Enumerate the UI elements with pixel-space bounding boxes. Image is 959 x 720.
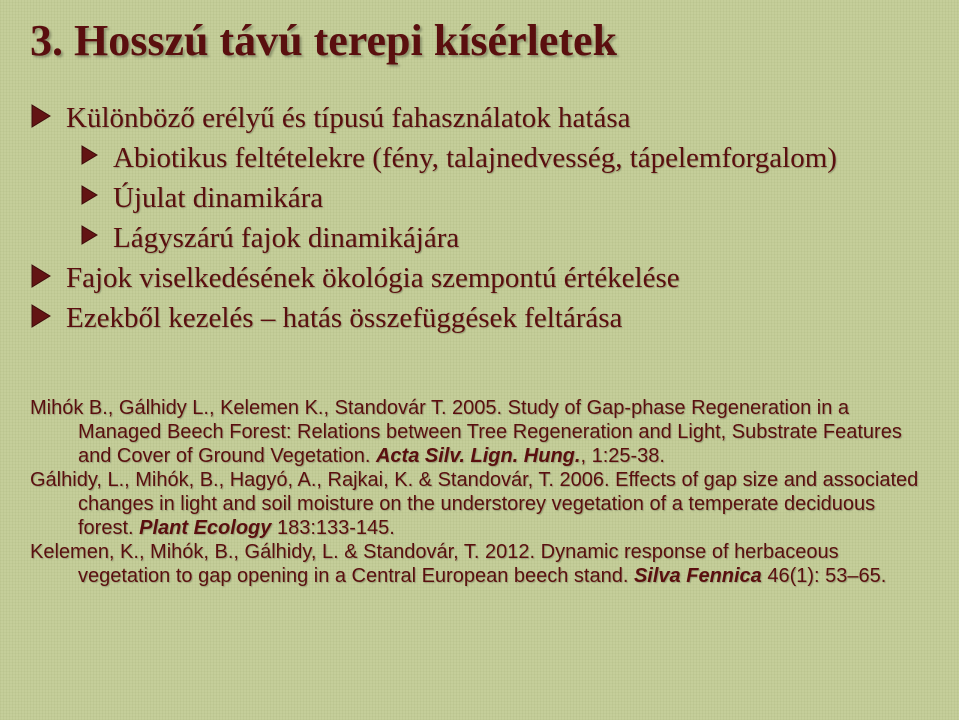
bullet-text: Fajok viselkedésének ökológia szempontú … xyxy=(66,258,680,298)
bullet-level1: Különböző erélyű és típusú fahasználatok… xyxy=(30,98,929,138)
bullet-level2: Abiotikus feltételekre (fény, talajnedve… xyxy=(80,138,929,178)
bullet-text: Különböző erélyű és típusú fahasználatok… xyxy=(66,98,631,138)
bullet-level1: Fajok viselkedésének ökológia szempontú … xyxy=(30,258,929,298)
ref-journal: Silva Fennica xyxy=(634,565,762,587)
bullet-text: Ezekből kezelés – hatás összefüggések fe… xyxy=(66,298,622,338)
reference-item: Mihók B., Gálhidy L., Kelemen K., Stando… xyxy=(30,396,929,468)
bullet-triangle-icon xyxy=(80,144,99,166)
bullet-triangle-icon xyxy=(30,303,52,329)
reference-item: Gálhidy, L., Mihók, B., Hagyó, A., Rajka… xyxy=(30,468,929,540)
ref-pages: 46(1): 53–65. xyxy=(762,565,887,587)
ref-journal: Plant Ecology xyxy=(139,517,271,539)
bullet-text: Újulat dinamikára xyxy=(113,178,323,218)
bullet-text: Lágyszárú fajok dinamikájára xyxy=(113,218,459,258)
bullet-list: Különböző erélyű és típusú fahasználatok… xyxy=(30,98,929,338)
bullet-level2: Újulat dinamikára xyxy=(80,178,929,218)
bullet-triangle-icon xyxy=(80,224,99,246)
bullet-triangle-icon xyxy=(30,103,52,129)
ref-journal: Acta Silv. Lign. Hung. xyxy=(376,445,580,467)
bullet-triangle-icon xyxy=(80,184,99,206)
bullet-text: Abiotikus feltételekre (fény, talajnedve… xyxy=(113,138,837,178)
ref-pages: 183:133-145. xyxy=(271,517,394,539)
bullet-level1: Ezekből kezelés – hatás összefüggések fe… xyxy=(30,298,929,338)
bullet-level2: Lágyszárú fajok dinamikájára xyxy=(80,218,929,258)
slide-title: 3. Hosszú távú terepi kísérletek xyxy=(30,18,929,64)
bullet-triangle-icon xyxy=(30,263,52,289)
reference-item: Kelemen, K., Mihók, B., Gálhidy, L. & St… xyxy=(30,540,929,588)
references-block: Mihók B., Gálhidy L., Kelemen K., Stando… xyxy=(30,396,929,588)
ref-pages: , 1:25-38. xyxy=(580,445,665,467)
